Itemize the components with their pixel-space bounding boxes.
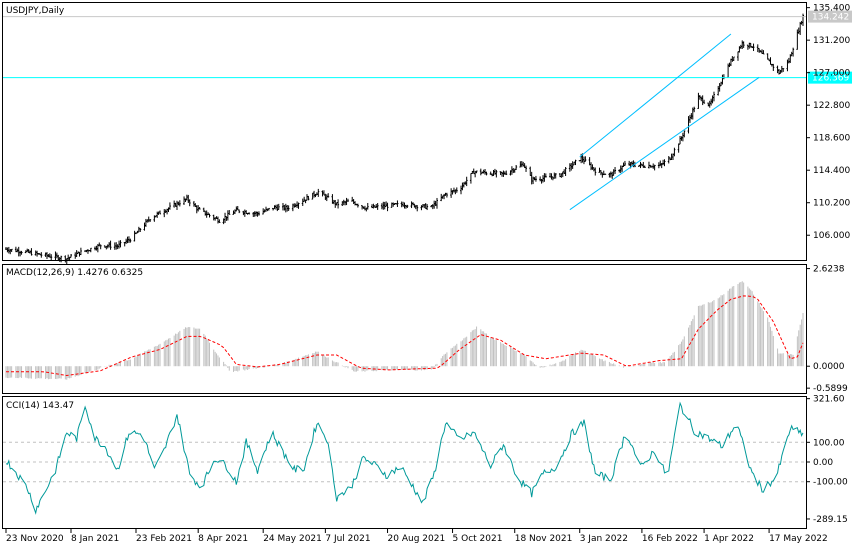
x-tick-label-9: 3 Jan 2022 [580,534,628,544]
macd-y-tick-label-2: -0.5899 [813,384,848,394]
price-y-tick-label-7: 106.000 [813,231,850,241]
price-pane [2,2,807,261]
channel-lower-line [569,76,760,211]
price-y-tick-label-1: 131.200 [813,36,850,46]
x-tick-label-5: 7 Jul 2021 [325,534,370,544]
cci-layer [3,401,806,515]
cci-title: CCI(14) 143.47 [6,401,74,411]
cci-y-tick-label-3: -100.00 [813,478,848,488]
x-tick-label-11: 1 Apr 2022 [704,534,754,544]
x-tick-label-7: 5 Oct 2021 [453,534,503,544]
x-tick-label-3: 8 Apr 2021 [198,534,248,544]
cci-y-tick-label-0: 321.60 [813,395,845,405]
horizontal-level-tag [808,71,852,84]
macd-signal-line [6,295,804,377]
price-y-tick-label-0: 135.400 [813,4,850,14]
axis-layer: 135.400 131.200 127.000 122.800 118.600 114.4… [5,4,850,544]
x-tick-label-8: 18 Nov 2021 [515,534,573,544]
price-title: USDJPY,Daily [6,6,65,16]
price-bars-layer [5,13,804,265]
price-y-tick-label-2: 127.000 [813,69,850,79]
price-y-tick-label-4: 118.600 [813,134,850,144]
cci-y-tick-label-2: 0.00 [813,458,833,468]
cci-line [5,401,804,515]
macd-y-tick-label-1: 0.0000 [813,362,845,372]
horizontal-level-label: 126.369 [812,74,849,84]
cci-y-tick-label-1: 100.00 [813,438,845,448]
macd-pane [2,264,807,394]
x-tick-label-1: 8 Jan 2021 [71,534,119,544]
x-tick-label-12: 17 May 2022 [769,534,828,544]
last-price-label: 134.242 [812,13,849,23]
x-tick-label-2: 23 Feb 2021 [136,534,192,544]
channel-upper-line [579,33,732,158]
x-tick-label-6: 20 Aug 2021 [388,534,446,544]
price-y-tick-label-5: 114.400 [813,166,850,176]
x-tick-label-0: 23 Nov 2020 [6,534,64,544]
price-y-tick-label-3: 122.800 [813,101,850,111]
cci-y-tick-label-4: -289.15 [813,515,848,525]
x-tick-label-10: 16 Feb 2022 [642,534,698,544]
x-tick-label-4: 24 May 2021 [263,534,322,544]
price-overlay-layer: 126.369 134.242 [3,10,852,211]
price-y-tick-label-6: 110.200 [813,199,850,209]
last-price-tag [808,10,852,23]
macd-title: MACD(12,26,9) 1.4276 0.6325 [6,268,143,278]
macd-layer [5,281,804,380]
macd-y-tick-label-0: 2.6238 [813,265,845,275]
